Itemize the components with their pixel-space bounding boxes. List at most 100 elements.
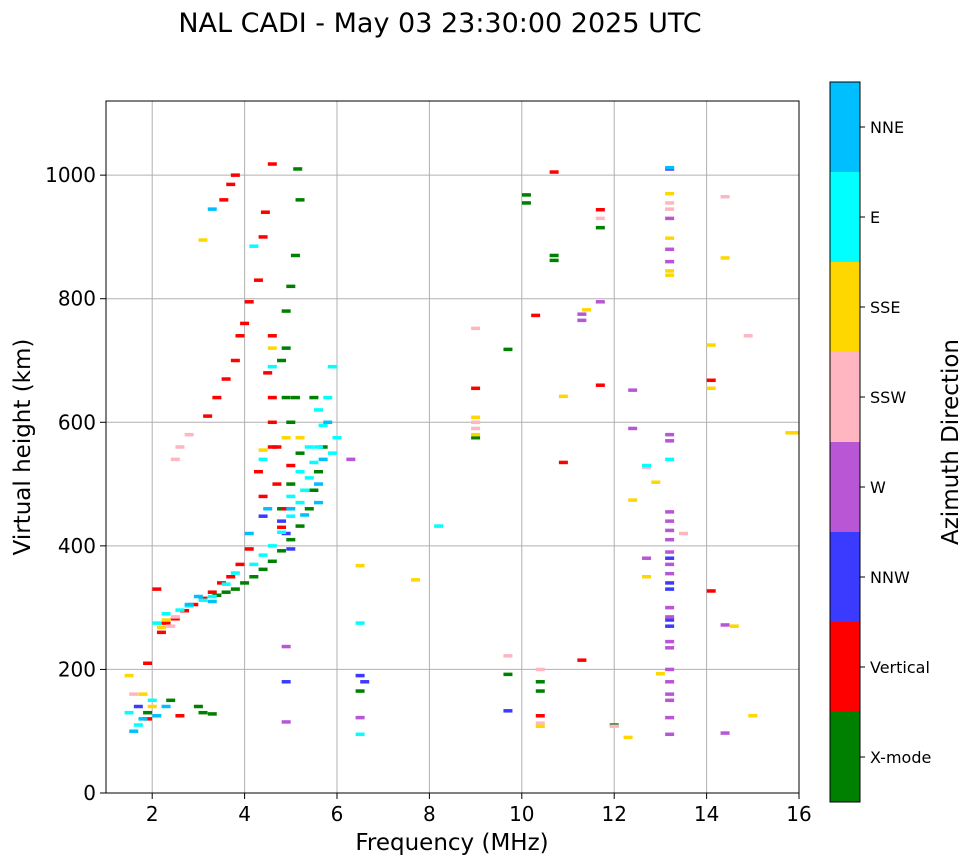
data-point [166, 624, 176, 628]
data-point [665, 510, 675, 514]
plot-area-frame [105, 100, 800, 794]
data-point [642, 463, 652, 468]
data-point [230, 173, 240, 177]
data-point [230, 587, 240, 591]
data-point [249, 244, 259, 248]
data-point [152, 621, 162, 625]
data-point [129, 729, 139, 733]
data-point [281, 507, 291, 511]
data-point [198, 238, 208, 242]
data-point [286, 537, 296, 542]
data-point [175, 445, 185, 449]
data-point [665, 639, 675, 644]
colorbar-label: Azimuth Direction [938, 339, 964, 545]
data-point [665, 216, 675, 221]
data-point [293, 167, 303, 171]
data-point [253, 469, 263, 474]
data-point [535, 680, 545, 684]
data-point [138, 717, 148, 721]
data-point [577, 312, 587, 316]
data-point [665, 698, 675, 703]
y-tick-label: 600 [58, 410, 96, 434]
data-point [535, 667, 545, 672]
data-point [665, 587, 675, 591]
data-point [161, 621, 171, 625]
data-point [355, 715, 365, 720]
y-tick-label: 400 [58, 534, 96, 558]
data-point [558, 460, 568, 465]
chart-title: NAL CADI - May 03 23:30:00 2025 UTC [178, 8, 701, 39]
x-tick-label: 14 [694, 802, 719, 826]
data-point [219, 198, 229, 202]
data-point [230, 358, 240, 363]
data-point [720, 195, 730, 199]
colorbar-tick-label: E [870, 208, 880, 227]
data-point [304, 507, 314, 511]
data-point [203, 414, 213, 418]
data-point [665, 562, 675, 567]
data-point [226, 575, 236, 579]
data-point [207, 590, 217, 594]
data-point [258, 553, 268, 557]
data-point [309, 395, 319, 400]
data-point [184, 432, 194, 437]
data-point [642, 575, 652, 579]
data-point [577, 658, 587, 662]
data-point [503, 654, 513, 658]
data-point [665, 165, 675, 170]
x-tick-label: 6 [331, 802, 344, 826]
data-point [655, 672, 665, 676]
data-point [267, 162, 277, 166]
data-point [314, 469, 324, 474]
colorbar-tick-label: NNW [870, 568, 910, 587]
colorbar-swatch-ssw [830, 352, 860, 442]
data-point [314, 445, 324, 449]
data-point [471, 426, 481, 431]
data-point [143, 710, 153, 715]
data-point [281, 395, 291, 400]
data-point [535, 721, 545, 725]
data-point [212, 395, 222, 400]
data-point [300, 513, 310, 517]
data-point [198, 596, 208, 601]
data-point [267, 445, 277, 449]
data-point [207, 712, 217, 716]
data-point [295, 435, 305, 440]
data-point [706, 343, 716, 347]
data-point [152, 587, 162, 591]
axis-ticks: 2 4 6 8 10 12 14 16 0 200 400 600 800 1000 [45, 163, 812, 826]
colorbar: X-mode Vertical NNW W SSW SSE E NNE [829, 81, 931, 803]
data-point [217, 581, 226, 585]
data-point [198, 598, 208, 602]
colorbar-swatch-w [830, 442, 860, 532]
data-point [665, 519, 675, 523]
data-point [180, 608, 190, 613]
data-point [240, 581, 250, 585]
data-point [295, 500, 305, 505]
data-point [286, 514, 296, 518]
data-point [332, 435, 342, 440]
data-point [521, 193, 531, 197]
data-point [665, 624, 675, 628]
series-vertical [143, 162, 716, 721]
data-point [143, 717, 153, 721]
data-point [595, 207, 605, 212]
x-tick-label: 8 [423, 802, 436, 826]
data-point [665, 667, 675, 672]
data-point [161, 612, 171, 616]
data-point [503, 347, 513, 352]
colorbar-tick-label: W [870, 478, 886, 497]
data-point [267, 334, 277, 338]
colorbar-swatch-x-mode [830, 712, 860, 802]
data-point [720, 256, 730, 260]
data-point [156, 630, 166, 635]
data-point [193, 704, 203, 709]
data-point [535, 689, 545, 693]
data-point [309, 488, 319, 492]
data-point [665, 571, 675, 576]
data-point [207, 207, 217, 211]
data-point [166, 698, 176, 703]
data-point [161, 618, 171, 622]
data-point [549, 253, 559, 258]
data-point [503, 709, 513, 713]
